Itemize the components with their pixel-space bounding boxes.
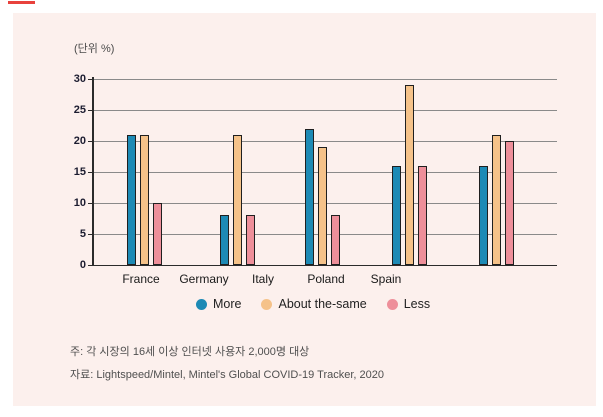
gridline-30 [93, 78, 557, 80]
bar-more-group4 [391, 166, 401, 265]
y-tick-label-5: 5 [79, 228, 86, 240]
y-tick-0 [88, 264, 93, 266]
x-category-label-france: France [122, 272, 160, 286]
red-dash-decoration [8, 1, 35, 4]
legend: More About the-same Less [196, 297, 430, 311]
y-tick-label-25: 25 [73, 104, 86, 116]
legend-label-less: Less [403, 297, 431, 311]
legend-dot-about-the-same-icon [261, 298, 273, 310]
x-category-label-poland: Poland [307, 272, 345, 286]
bar-about-the-same-group1 [139, 135, 149, 265]
bar-less-group4 [417, 166, 427, 265]
y-tick-label-30: 30 [73, 73, 86, 85]
bar-about-the-same-group5 [491, 135, 501, 265]
bar-less-group5 [504, 141, 514, 265]
y-tick-label-0: 0 [79, 259, 86, 271]
gridline-25 [93, 109, 557, 111]
legend-dot-less-icon [386, 298, 398, 310]
legend-item-less: Less [386, 297, 431, 311]
x-category-label-italy: Italy [251, 272, 275, 286]
bar-more-group5 [478, 166, 488, 265]
y-axis-line [92, 77, 94, 266]
x-category-label-spain: Spain [370, 272, 402, 286]
legend-dot-more-icon [196, 298, 207, 310]
bar-about-the-same-group2 [232, 135, 242, 265]
legend-label-more: More [213, 297, 242, 311]
x-axis-line [92, 264, 557, 266]
bar-more-group2 [219, 215, 229, 265]
legend-item-about-the-same: About the-same [261, 297, 367, 311]
y-tick-20 [88, 140, 93, 142]
bar-more-group1 [126, 135, 136, 265]
y-tick-15 [88, 171, 93, 173]
y-tick-25 [88, 109, 93, 111]
y-tick-label-15: 15 [73, 166, 86, 178]
legend-label-about-the-same: About the-same [278, 297, 367, 311]
bar-about-the-same-group4 [404, 85, 414, 265]
bar-about-the-same-group3 [317, 147, 327, 265]
y-tick-5 [88, 233, 93, 235]
footnote-survey-note: 주: 각 시장의 16세 이상 인터넷 사용자 2,000명 대상 [70, 346, 310, 358]
bar-less-group3 [330, 215, 340, 265]
y-tick-label-20: 20 [73, 135, 86, 147]
gridline-20 [93, 140, 557, 142]
footnote-source-note: 자료: Lightspeed/Mintel, Mintel's Global C… [70, 369, 384, 381]
bar-less-group2 [245, 215, 255, 265]
bar-less-group1 [152, 203, 162, 265]
x-category-label-germany: Germany [179, 272, 229, 286]
y-tick-label-10: 10 [73, 197, 86, 209]
y-tick-10 [88, 202, 93, 204]
y-tick-30 [88, 78, 93, 80]
bar-more-group3 [304, 129, 314, 265]
legend-item-more: More [196, 297, 241, 311]
y-axis-unit-label: (단위 %) [74, 43, 115, 55]
